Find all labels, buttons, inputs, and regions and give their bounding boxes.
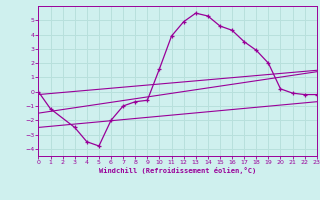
X-axis label: Windchill (Refroidissement éolien,°C): Windchill (Refroidissement éolien,°C): [99, 167, 256, 174]
